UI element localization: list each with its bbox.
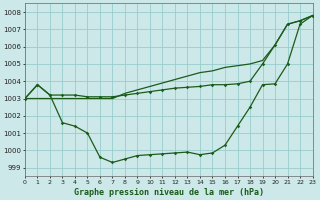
X-axis label: Graphe pression niveau de la mer (hPa): Graphe pression niveau de la mer (hPa) xyxy=(74,188,264,197)
